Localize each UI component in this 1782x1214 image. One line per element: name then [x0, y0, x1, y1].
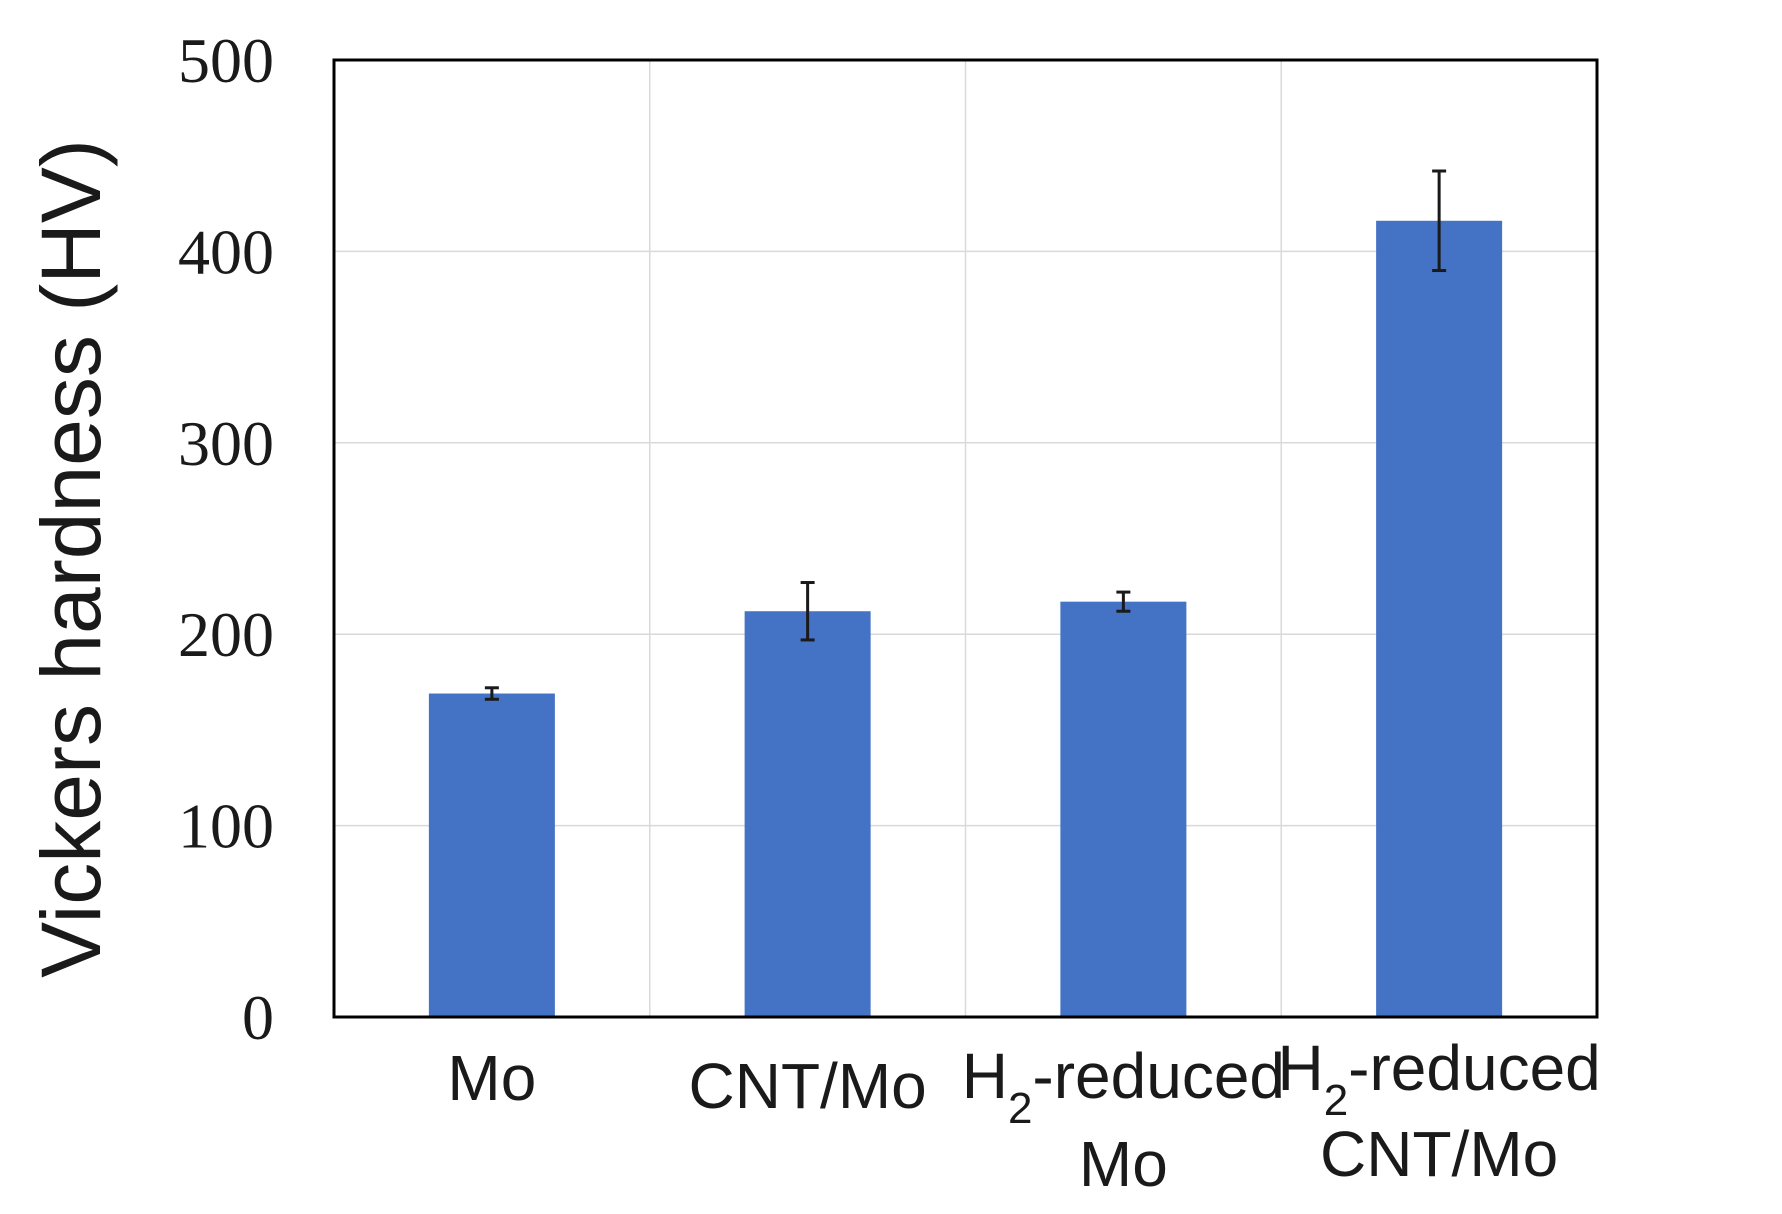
error-bar [484, 686, 499, 701]
label-part: H [962, 1040, 1008, 1112]
bars [428, 220, 1503, 1017]
x-category-label: CNT/Mo [689, 1050, 927, 1122]
y-tick-label: 300 [178, 408, 274, 479]
error-bar [800, 581, 815, 642]
y-tick-label: 0 [242, 982, 274, 1053]
label-part: -reduced [1032, 1040, 1285, 1112]
error-bar [1432, 169, 1447, 273]
plot-frame [332, 58, 1599, 1019]
y-tick-label: 400 [178, 216, 274, 287]
y-axis-title: Vickers hardness (HV) [24, 139, 118, 978]
label-part: Mo [447, 1042, 536, 1114]
label-part: CNT/Mo [689, 1050, 927, 1122]
label-part: H [1277, 1032, 1323, 1104]
x-category-label: Mo [447, 1042, 536, 1114]
subscript: 2 [1008, 1084, 1032, 1133]
x-category-label-line2: Mo [1079, 1128, 1168, 1200]
x-category-label: H2-reduced [1277, 1032, 1600, 1125]
y-tick-labels: 0 100 200 300 400 500 [178, 25, 274, 1053]
y-tick-label: 200 [178, 599, 274, 670]
bar [1060, 601, 1187, 1017]
bar [428, 693, 555, 1017]
error-bars [484, 169, 1447, 701]
error-bar [1116, 590, 1131, 613]
y-tick-label: 100 [178, 791, 274, 862]
label-part: -reduced [1348, 1032, 1601, 1104]
x-category-label: H2-reduced [962, 1040, 1285, 1133]
bar [744, 611, 871, 1017]
x-category-label-line2: CNT/Mo [1320, 1118, 1558, 1190]
subscript: 2 [1324, 1076, 1348, 1125]
bar [1376, 220, 1503, 1017]
y-tick-label: 500 [178, 25, 274, 96]
